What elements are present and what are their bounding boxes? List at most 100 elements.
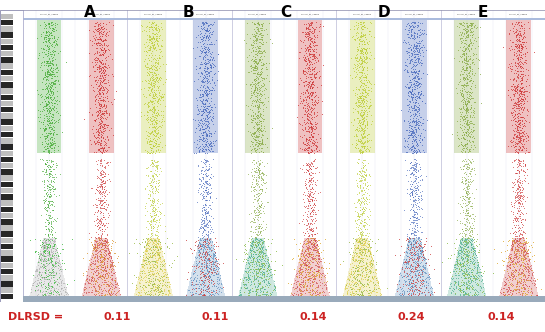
Point <box>414 23 423 28</box>
Point <box>146 145 154 150</box>
Point <box>460 114 469 120</box>
Point <box>208 254 217 260</box>
Point <box>207 65 215 70</box>
Point <box>92 97 100 102</box>
Point <box>372 286 381 291</box>
Point <box>306 162 314 167</box>
Point <box>411 69 420 75</box>
Point <box>474 290 482 295</box>
Point <box>361 127 370 132</box>
Point <box>465 158 474 164</box>
Point <box>362 263 371 269</box>
Point <box>412 51 421 56</box>
Point <box>89 28 98 33</box>
Point <box>257 118 265 124</box>
Point <box>41 22 50 28</box>
Point <box>312 273 320 279</box>
Point <box>516 230 524 235</box>
Point <box>289 292 298 298</box>
Point <box>263 268 271 273</box>
Point <box>143 103 152 108</box>
Point <box>459 26 468 32</box>
Point <box>358 173 366 178</box>
Point <box>519 271 528 276</box>
Point <box>357 35 366 40</box>
Point <box>207 68 216 74</box>
Point <box>406 78 415 83</box>
Point <box>194 148 203 153</box>
Point <box>210 252 219 257</box>
Point <box>353 271 361 277</box>
Point <box>514 236 523 241</box>
Point <box>367 113 376 118</box>
Point <box>94 65 103 70</box>
Point <box>416 282 425 288</box>
Point <box>355 237 364 243</box>
Point <box>458 270 467 276</box>
Point <box>148 95 157 100</box>
Point <box>100 37 109 42</box>
Bar <box>92 252 111 253</box>
Point <box>203 178 211 183</box>
Point <box>465 159 474 164</box>
Point <box>517 25 526 31</box>
Point <box>101 49 110 54</box>
Point <box>147 141 155 147</box>
Point <box>203 57 211 62</box>
Point <box>411 239 420 244</box>
Point <box>244 256 253 261</box>
Point <box>104 249 113 254</box>
Point <box>204 256 213 261</box>
Point <box>508 21 517 26</box>
Point <box>509 138 518 144</box>
Point <box>419 121 428 126</box>
Point <box>517 105 525 111</box>
Point <box>98 273 107 279</box>
Point <box>366 252 374 257</box>
Point <box>41 72 50 77</box>
Point <box>411 120 420 125</box>
Point <box>100 37 109 42</box>
Point <box>515 111 524 116</box>
Point <box>299 83 308 89</box>
Point <box>305 94 314 99</box>
Point <box>355 291 364 296</box>
Point <box>204 205 213 210</box>
Point <box>459 263 468 268</box>
Point <box>300 118 308 123</box>
Point <box>99 64 108 69</box>
Point <box>461 226 469 231</box>
Point <box>199 149 208 154</box>
Point <box>98 47 106 52</box>
Point <box>450 265 458 270</box>
Point <box>43 38 52 43</box>
Point <box>202 71 210 76</box>
Point <box>253 76 262 82</box>
Point <box>44 58 52 64</box>
Point <box>157 124 166 130</box>
Point <box>259 117 268 122</box>
Point <box>311 170 319 176</box>
Point <box>374 280 383 285</box>
Point <box>40 258 49 264</box>
Point <box>352 133 361 139</box>
Point <box>360 88 368 93</box>
Point <box>164 292 172 297</box>
Point <box>460 222 469 227</box>
Point <box>252 85 261 91</box>
Point <box>41 211 50 217</box>
Point <box>152 133 160 138</box>
Point <box>466 36 475 42</box>
Point <box>411 199 420 204</box>
Point <box>46 209 54 214</box>
Point <box>252 266 261 272</box>
Point <box>351 127 360 133</box>
Point <box>470 293 479 298</box>
Point <box>197 113 206 118</box>
Point <box>147 36 156 42</box>
Point <box>44 188 52 193</box>
Point <box>450 287 459 292</box>
Point <box>514 252 523 258</box>
Point <box>92 264 101 269</box>
Point <box>306 198 314 204</box>
